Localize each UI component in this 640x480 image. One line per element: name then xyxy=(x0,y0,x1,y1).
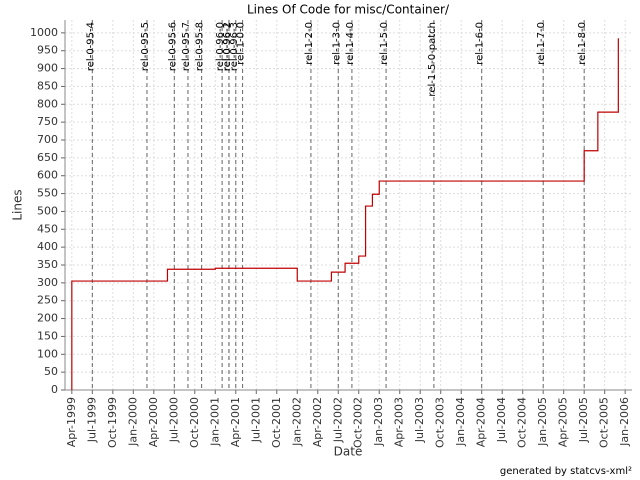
y-tick-label: 1000 xyxy=(30,26,58,39)
x-tick-label: Jan-2006 xyxy=(618,397,631,447)
tag-label: rel-1-3-0 xyxy=(331,22,342,65)
y-tick-label: 0 xyxy=(51,383,58,396)
y-tick-label: 600 xyxy=(37,169,58,182)
x-tick-label: Jul-2000 xyxy=(167,397,180,443)
x-tick-label: Oct-2001 xyxy=(270,397,283,448)
x-tick-label: Jul-2004 xyxy=(495,397,508,443)
y-tick-label: 150 xyxy=(37,329,58,342)
series-line xyxy=(71,38,619,390)
y-tick-label: 400 xyxy=(37,240,58,253)
footer: generated by statcvs-xml² xyxy=(500,466,632,477)
tag-label: rel-1-2-0 xyxy=(304,22,315,65)
y-tick-label: 350 xyxy=(37,258,58,271)
y-tick-label: 250 xyxy=(37,294,58,307)
y-tick-label: 850 xyxy=(37,79,58,92)
y-tick-label: 950 xyxy=(37,44,58,57)
x-tick-label: Jan-2002 xyxy=(290,397,303,447)
tag-label: rel-0-96-2 xyxy=(222,22,233,71)
x-tick-label: Oct-2004 xyxy=(516,397,529,448)
x-tick-label: Jul-2001 xyxy=(249,397,262,443)
x-tick-label: Apr-2005 xyxy=(557,397,570,447)
x-tick-label: Apr-1999 xyxy=(65,397,78,447)
x-tick-label: Apr-2004 xyxy=(475,397,488,447)
x-tick-label: Jul-2003 xyxy=(413,397,426,443)
tag-label: rel-0-95-7 xyxy=(181,22,192,71)
y-tick-label: 300 xyxy=(37,276,58,289)
x-tick-label: Jan-2005 xyxy=(536,397,549,447)
y-tick-label: 650 xyxy=(37,151,58,164)
tag-label: rel-1-8-0 xyxy=(577,22,588,65)
y-tick-label: 500 xyxy=(37,204,58,217)
tag-label: rel-1-6-0 xyxy=(475,22,486,65)
x-tick-label: Oct-2000 xyxy=(188,397,201,448)
chart-title: Lines Of Code for misc/Container/ xyxy=(247,3,450,17)
tag-label: rel-0-95-8 xyxy=(195,22,206,71)
x-axis-label: Date xyxy=(334,445,363,459)
y-tick-label: 450 xyxy=(37,222,58,235)
y-tick-label: 800 xyxy=(37,97,58,110)
tag-label: rel-0-96-3 xyxy=(229,22,240,71)
x-tick-label: Oct-2002 xyxy=(352,397,365,448)
y-tick-label: 550 xyxy=(37,187,58,200)
tag-label: rel-0-96-1 xyxy=(222,22,233,71)
tag-label: rel-0-96-0 xyxy=(215,22,226,71)
tag-label: rel-1-5-0-patch xyxy=(427,22,438,97)
x-tick-label: Apr-2001 xyxy=(229,397,242,447)
x-tick-label: Apr-2002 xyxy=(311,397,324,447)
plot-area xyxy=(65,20,632,390)
x-tick-label: Jan-2004 xyxy=(454,397,467,447)
y-tick-label: 200 xyxy=(37,312,58,325)
x-tick-label: Apr-2003 xyxy=(393,397,406,447)
y-tick-label: 750 xyxy=(37,115,58,128)
x-tick-label: Oct-2005 xyxy=(598,397,611,448)
tag-label: rel-0-95-5 xyxy=(140,22,151,71)
x-tick-label: Jan-2001 xyxy=(208,397,221,447)
tag-label: rel-1-7-0 xyxy=(536,22,547,65)
x-tick-label: Jul-1999 xyxy=(85,397,98,443)
x-tick-label: Jan-2003 xyxy=(372,397,385,447)
x-tick-label: Jan-2000 xyxy=(126,397,139,447)
tag-label: rel-1-4-0 xyxy=(345,22,356,65)
x-tick-label: Jul-2002 xyxy=(331,397,344,443)
tag-label: rel-1-5-0 xyxy=(379,22,390,65)
y-tick-label: 900 xyxy=(37,62,58,75)
tag-label: rel-1-0-0 xyxy=(236,22,247,65)
x-tick-label: Oct-2003 xyxy=(434,397,447,448)
x-tick-label: Oct-1999 xyxy=(106,397,119,448)
y-axis-label: Lines xyxy=(11,189,25,220)
y-tick-label: 700 xyxy=(37,133,58,146)
x-tick-label: Apr-2000 xyxy=(147,397,160,447)
tag-label: rel-0-95-6 xyxy=(167,22,178,71)
tag-label: rel-0-95-4 xyxy=(85,22,96,71)
x-tick-label: Jul-2005 xyxy=(577,397,590,443)
y-tick-label: 50 xyxy=(44,365,58,378)
y-tick-label: 100 xyxy=(37,347,58,360)
